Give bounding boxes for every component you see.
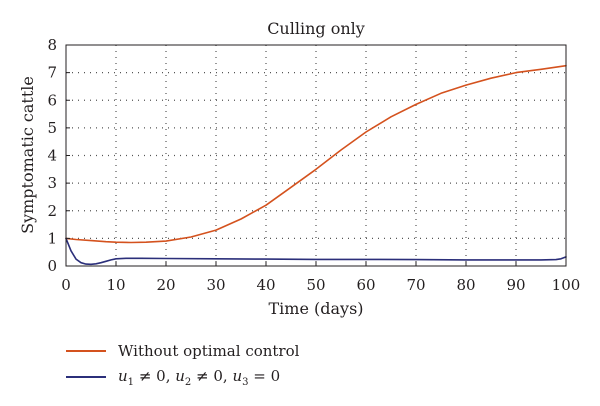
grid-lines [66, 45, 566, 266]
x-axis-label: Time (days) [268, 299, 363, 318]
y-tick-label: 1 [47, 229, 57, 247]
x-tick-label: 80 [456, 276, 475, 294]
legend: Without optimal control u1 ≠ 0, u2 ≠ 0, … [66, 338, 299, 390]
y-tick-label: 5 [47, 119, 57, 137]
y-tick-label: 6 [47, 91, 57, 109]
x-tick-label: 30 [206, 276, 225, 294]
x-tick-label: 70 [406, 276, 425, 294]
legend-label-culling: u1 ≠ 0, u2 ≠ 0, u3 = 0 [118, 366, 281, 388]
x-tick-label: 50 [306, 276, 325, 294]
y-tick-label: 3 [47, 174, 57, 192]
y-tick-label: 8 [47, 36, 57, 54]
legend-label-without-control: Without optimal control [118, 342, 300, 360]
legend-item-culling: u1 ≠ 0, u2 ≠ 0, u3 = 0 [66, 364, 299, 390]
legend-item-without-control: Without optimal control [66, 338, 299, 364]
x-tick-label: 100 [552, 276, 581, 294]
x-ticks: 0 10 20 30 40 50 60 70 80 90 100 [61, 262, 580, 294]
x-tick-label: 90 [506, 276, 525, 294]
series-line-without-control [65, 64, 567, 244]
x-tick-label: 60 [356, 276, 375, 294]
y-tick-label: 2 [47, 202, 57, 220]
x-tick-label: 0 [61, 276, 71, 294]
chart-title: Culling only [267, 19, 365, 38]
series-line-culling [65, 237, 567, 266]
legend-swatch-blue [66, 376, 106, 378]
y-ticks: 0 1 2 3 4 5 6 7 8 [47, 36, 70, 275]
y-tick-label: 7 [47, 64, 57, 82]
x-tick-label: 40 [256, 276, 275, 294]
x-tick-label: 10 [106, 276, 125, 294]
y-axis-label: Symptomatic cattle [18, 76, 37, 234]
x-tick-label: 20 [156, 276, 175, 294]
y-tick-label: 0 [47, 257, 57, 275]
y-tick-label: 4 [47, 147, 57, 165]
legend-swatch-orange [66, 350, 106, 352]
series-layer [65, 64, 567, 266]
